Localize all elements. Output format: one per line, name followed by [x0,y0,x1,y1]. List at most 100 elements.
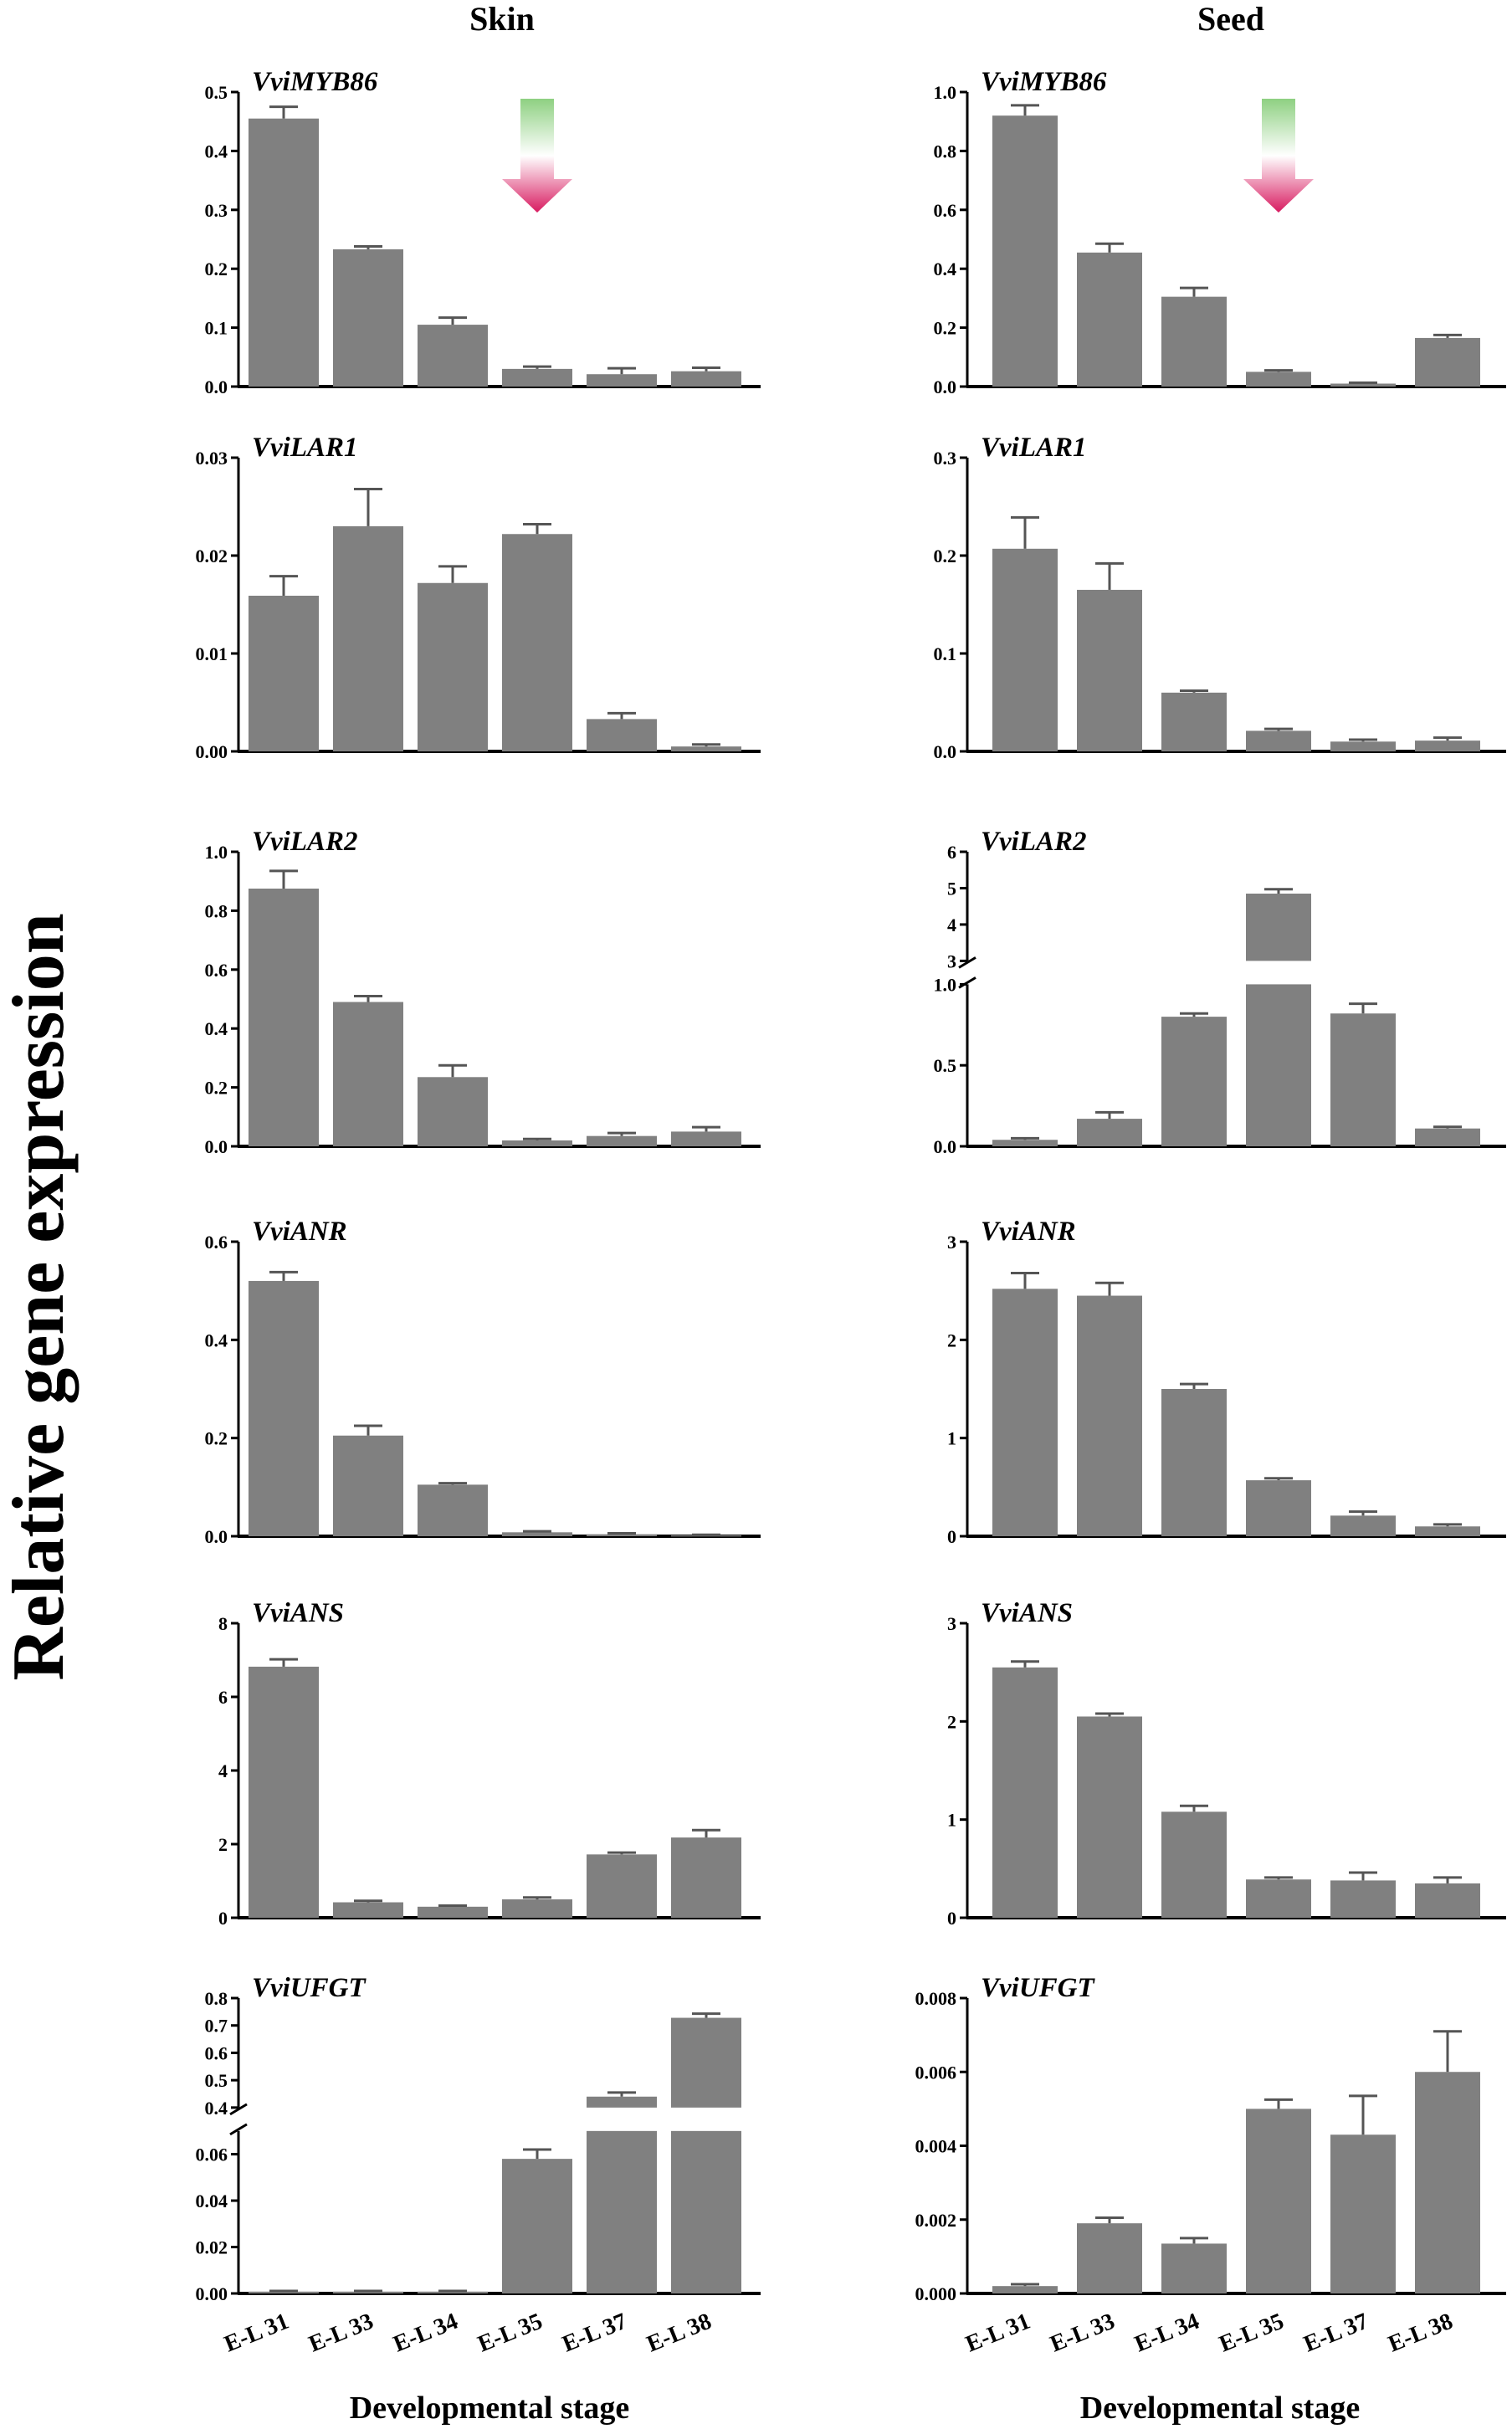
bar-E-L 34 [1161,296,1227,387]
bar-E-L 37 [1330,1013,1396,1146]
bar-E-L 37 [587,719,657,751]
bar-E-L 33 [333,1002,403,1146]
y-tick-label: 0.4 [205,1330,228,1350]
y-tick-label: 4 [947,915,956,935]
y-axis-label: Relative gene expression [0,913,79,1680]
chart-panel-seed-VviMYB86: 0.0 0.2 0.4 0.6 0.8 1.0 VviMYB86 [934,67,1506,397]
y-tick-label: 4 [218,1760,228,1781]
bar-E-L 31 [992,1140,1058,1146]
y-tick-label: 0.004 [915,2136,957,2157]
bar-E-L 34 [1161,1812,1227,1918]
bar-E-L 35 [502,2159,572,2293]
y-tick-label: 0.000 [915,2283,957,2304]
y-tick-label: 0.00 [196,2283,228,2304]
chart-panel-skin-VviANR: 0.0 0.2 0.4 0.6 VviANR [205,1217,761,1547]
x-tick-label: E-L 35 [1216,2309,1288,2358]
y-tick-label: 0.4 [205,1018,228,1039]
y-tick-label: 0.7 [205,2016,228,2037]
y-tick-label: 0 [218,1908,228,1929]
y-tick-label: 0.5 [934,1055,957,1076]
panel-title-VviLAR1: VviLAR1 [981,433,1087,463]
x-tick-label: E-L 35 [474,2309,546,2358]
y-tick-label: 2 [947,1711,956,1732]
bar-E-L 38 [671,1131,741,1146]
y-tick-label: 1.0 [934,82,957,103]
bar-E-L 34 [1161,1389,1227,1536]
panel-title-VviLAR2: VviLAR2 [252,827,358,857]
bar-E-L 37 [1330,741,1396,751]
bar-E-L 33 [333,2291,403,2293]
y-tick-label: 0.002 [915,2210,957,2231]
bar-E-L 34 [418,582,488,751]
bar-E-L 31 [249,118,319,387]
y-tick-label: 0.6 [205,2042,228,2063]
bar-E-L 31 [249,2291,319,2293]
bar-E-L 31 [249,889,319,1146]
panel-title-VviMYB86: VviMYB86 [252,67,378,97]
bar-E-L 31 [992,548,1058,751]
bar-E-L 35 [502,1140,572,1146]
bar-E-L 31 [992,115,1058,387]
y-tick-label: 0.00 [196,741,228,762]
bar-E-L 35 [1246,372,1311,387]
y-tick-label: 0.008 [915,1988,957,2009]
bar-E-L 37 [587,1534,657,1536]
y-tick-label: 0.01 [196,643,228,664]
bar-E-L 34 [418,325,488,387]
bar-E-L 37 [1330,1515,1396,1536]
y-tick-label: 0.04 [196,2191,228,2211]
x-tick-label: E-L 31 [962,2309,1034,2358]
axis-break-mark [229,2103,248,2116]
y-tick-label: 0.0 [205,377,228,397]
x-tick-label: E-L 31 [221,2309,293,2358]
y-tick-label: 6 [947,842,956,863]
bar-E-L 35 [1246,893,1311,961]
axis-break-mark [958,956,976,969]
panel-title-VviANS: VviANS [981,1598,1073,1628]
bar-E-L 34 [418,1484,488,1536]
bar-E-L 37 [587,2096,657,2108]
panel-title-VviANR: VviANR [981,1217,1076,1247]
bar-E-L 38 [671,1837,741,1918]
chart-panel-skin-VviMYB86: 0.0 0.1 0.2 0.3 0.4 0.5 VviMYB86 [205,67,761,397]
bar-E-L 33 [333,249,403,387]
x-axis-label-skin: Developmental stage [350,2391,630,2426]
y-tick-label: 0.3 [205,200,228,221]
bar-E-L 37 [1330,1880,1396,1918]
y-tick-label: 0.02 [196,546,228,566]
y-tick-label: 0.2 [205,1078,228,1099]
y-tick-label: 0 [947,1526,956,1547]
panel-title-VviMYB86: VviMYB86 [981,67,1107,97]
y-tick-label: 0.5 [205,82,228,103]
x-tick-label: E-L 34 [1131,2309,1203,2358]
y-tick-label: 0.3 [934,448,957,469]
bar-E-L 35 [502,368,572,387]
y-tick-label: 0 [947,1908,956,1929]
chart-panel-seed-VviLAR1: 0.0 0.1 0.2 0.3 VviLAR1 [934,433,1506,762]
bar-E-L 31 [992,1289,1058,1536]
bar-E-L 35-lower [1246,984,1311,1146]
bar-E-L 34 [1161,1017,1227,1146]
bar-E-L 38 [1415,740,1480,751]
y-tick-label: 0.2 [934,318,957,339]
y-tick-label: 1 [947,1428,956,1449]
bar-E-L 31 [249,595,319,751]
chart-panel-skin-VviUFGT: 0.00 0.02 0.04 0.06 0.4 0.5 0.6 0.7 0.8 VviUFGT E-… [196,1973,761,2358]
x-tick-label: E-L 37 [559,2309,631,2358]
y-tick-label: 0.0 [934,377,957,397]
bar-E-L 35 [1246,730,1311,751]
bar-E-L 31 [992,1667,1058,1918]
bar-E-L 33 [1077,252,1142,387]
y-tick-label: 0.0 [205,1136,228,1157]
panel-title-VviUFGT: VviUFGT [252,1973,367,2003]
bar-E-L 38 [671,371,741,387]
y-tick-label: 1 [947,1810,956,1831]
chart-panels: 0.00.10.20.30.40.5 VviMYB860.00.20.40.60.… [196,67,1506,2358]
bar-E-L 38 [1415,337,1480,387]
axis-break-mark [229,2123,248,2136]
y-tick-label: 6 [218,1687,228,1708]
bar-E-L 35 [1246,1480,1311,1536]
panel-title-VviLAR1: VviLAR1 [252,433,358,463]
x-tick-label: E-L 34 [390,2309,462,2358]
y-tick-label: 0.0 [934,1136,957,1157]
